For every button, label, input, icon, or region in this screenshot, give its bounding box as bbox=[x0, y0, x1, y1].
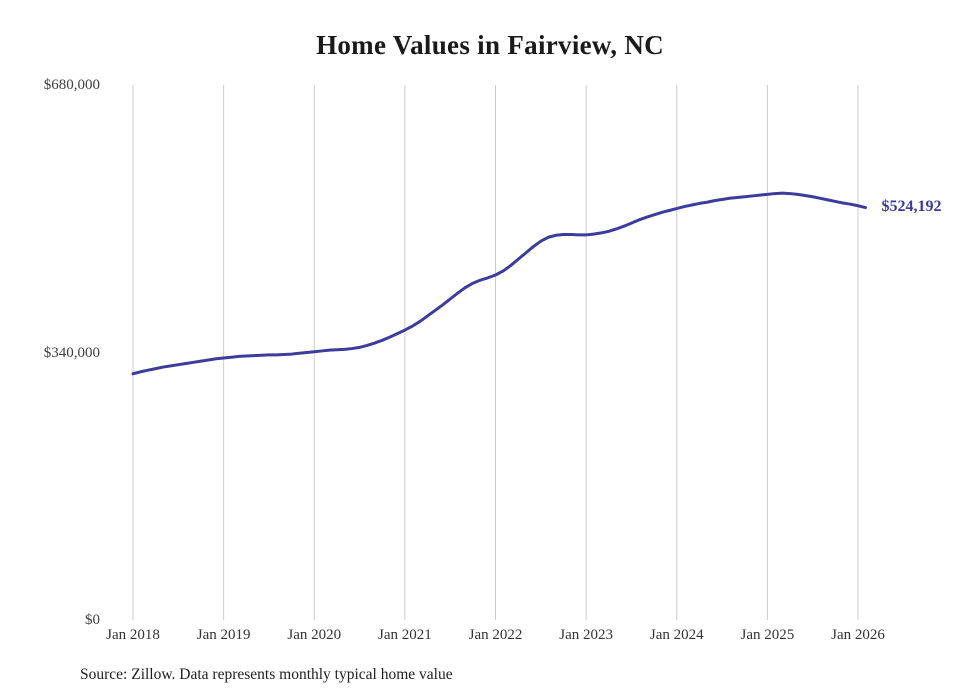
x-tick-jan-2018: Jan 2018 bbox=[106, 627, 160, 643]
x-tick-jan-2023: Jan 2023 bbox=[559, 627, 613, 643]
latest-value-label: $524,192 bbox=[881, 197, 942, 215]
home-value-line bbox=[131, 191, 868, 376]
chart-title: Home Values in Fairview, NC bbox=[316, 30, 664, 60]
vertical-gridlines bbox=[132, 85, 859, 620]
x-tick-jan-2025: Jan 2025 bbox=[740, 627, 795, 643]
x-tick-jan-2022: Jan 2022 bbox=[468, 627, 523, 643]
x-tick-jan-2019: Jan 2019 bbox=[196, 627, 251, 643]
y-tick-0: $0 bbox=[85, 612, 100, 628]
x-tick-jan-2024: Jan 2024 bbox=[649, 627, 704, 643]
x-tick-jan-2026: Jan 2026 bbox=[831, 627, 885, 643]
y-tick-340000: $340,000 bbox=[43, 344, 100, 361]
x-tick-jan-2020: Jan 2020 bbox=[287, 627, 342, 643]
source-note: Source: Zillow. Data represents monthly … bbox=[80, 666, 453, 683]
x-tick-jan-2021: Jan 2021 bbox=[378, 627, 432, 643]
y-tick-680000: $680,000 bbox=[43, 77, 100, 93]
